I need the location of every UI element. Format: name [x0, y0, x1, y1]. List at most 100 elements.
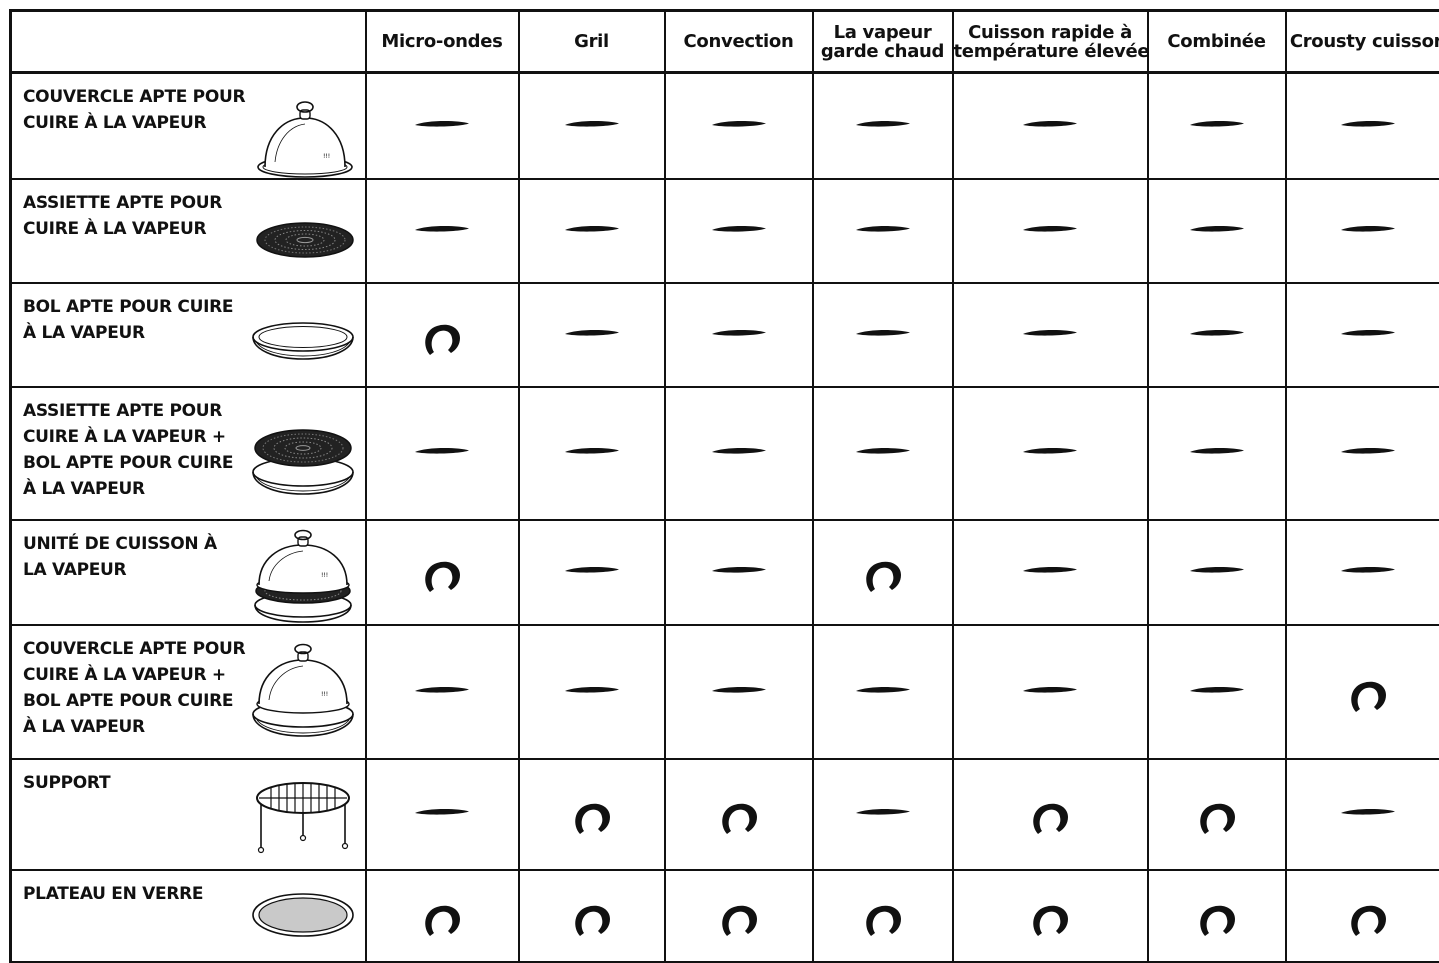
compatibility-cell — [813, 387, 953, 520]
accessory-name-line: CUIRE À LA VAPEUR — [23, 216, 253, 242]
compatibility-cell — [1148, 520, 1286, 625]
compatibility-cell — [813, 520, 953, 625]
not-suitable-dash-icon — [562, 222, 622, 236]
compatibility-cell — [366, 387, 519, 520]
compatibility-cell — [1286, 625, 1439, 759]
plate-on-bowl-icon — [251, 420, 355, 502]
not-suitable-dash-icon — [412, 222, 472, 236]
not-suitable-dash-icon — [1020, 683, 1080, 697]
compatibility-cell — [1148, 73, 1286, 179]
accessory-name-line: BOL APTE POUR CUIRE — [23, 688, 253, 714]
compatibility-cell — [1148, 625, 1286, 759]
not-suitable-dash-icon — [1020, 117, 1080, 131]
column-header-crousty-cuisson: Crousty cuisson — [1286, 11, 1439, 73]
accessory-name-line: BOL APTE POUR CUIRE — [23, 294, 253, 320]
not-suitable-dash-icon — [853, 117, 913, 131]
steam-cooking-unit-icon: !!! — [251, 529, 355, 625]
compatibility-cell — [1286, 520, 1439, 625]
steam-cover-icon: !!! — [255, 96, 355, 182]
compatibility-cell — [1286, 179, 1439, 283]
cover-on-bowl-icon: !!! — [251, 642, 355, 742]
svg-text:!!!: !!! — [321, 691, 328, 698]
accessory-name-line: ASSIETTE APTE POUR — [23, 398, 253, 424]
compatibility-cell — [1148, 387, 1286, 520]
accessory-name-line: COUVERCLE APTE POUR — [23, 636, 253, 662]
not-suitable-dash-icon — [709, 683, 769, 697]
compatibility-cell — [665, 625, 813, 759]
not-suitable-dash-icon — [562, 563, 622, 577]
suitable-circle-icon — [862, 901, 904, 941]
compatibility-cell — [813, 625, 953, 759]
compatibility-cell — [366, 625, 519, 759]
not-suitable-dash-icon — [562, 117, 622, 131]
suitable-circle-icon — [571, 901, 613, 941]
suitable-circle-icon — [718, 901, 760, 941]
not-suitable-dash-icon — [709, 326, 769, 340]
not-suitable-dash-icon — [709, 117, 769, 131]
not-suitable-dash-icon — [412, 805, 472, 819]
compatibility-cell — [519, 625, 665, 759]
glass-tray-icon — [251, 891, 355, 939]
not-suitable-dash-icon — [709, 563, 769, 577]
compatibility-cell — [366, 520, 519, 625]
accessory-name-line: SUPPORT — [23, 770, 253, 796]
accessory-name-line: UNITÉ DE CUISSON À — [23, 531, 253, 557]
compatibility-cell — [665, 520, 813, 625]
not-suitable-dash-icon — [1187, 563, 1247, 577]
compatibility-cell — [813, 73, 953, 179]
accessory-name-line: PLATEAU EN VERRE — [23, 881, 253, 907]
compatibility-cell — [665, 73, 813, 179]
compatibility-cell — [1286, 759, 1439, 870]
not-suitable-dash-icon — [1338, 326, 1398, 340]
not-suitable-dash-icon — [1187, 683, 1247, 697]
column-header-micro-ondes: Micro-ondes — [366, 11, 519, 73]
not-suitable-dash-icon — [1020, 326, 1080, 340]
not-suitable-dash-icon — [1338, 563, 1398, 577]
suitable-circle-icon — [421, 320, 463, 360]
compatibility-cell — [813, 283, 953, 387]
not-suitable-dash-icon — [1187, 444, 1247, 458]
compatibility-cell — [366, 179, 519, 283]
compatibility-cell — [1286, 73, 1439, 179]
not-suitable-dash-icon — [1187, 222, 1247, 236]
compatibility-cell — [953, 283, 1148, 387]
compatibility-cell — [813, 179, 953, 283]
not-suitable-dash-icon — [1020, 563, 1080, 577]
compatibility-cell — [1148, 759, 1286, 870]
accessory-name-line: LA VAPEUR — [23, 557, 253, 583]
accessory-name-line: BOL APTE POUR CUIRE — [23, 450, 253, 476]
compatibility-cell — [1286, 283, 1439, 387]
rack-icon — [251, 776, 355, 858]
steam-plate-icon — [255, 220, 355, 260]
not-suitable-dash-icon — [1338, 444, 1398, 458]
steam-bowl-icon — [251, 319, 355, 365]
not-suitable-dash-icon — [1187, 326, 1247, 340]
compatibility-cell — [519, 387, 665, 520]
accessory-name: SUPPORT — [23, 770, 253, 796]
suitable-circle-icon — [1196, 799, 1238, 839]
suitable-circle-icon — [718, 799, 760, 839]
column-header-combinee: Combinée — [1148, 11, 1286, 73]
not-suitable-dash-icon — [1338, 805, 1398, 819]
compatibility-cell — [1286, 387, 1439, 520]
compatibility-cell — [665, 759, 813, 870]
compatibility-cell — [519, 179, 665, 283]
not-suitable-dash-icon — [412, 444, 472, 458]
not-suitable-dash-icon — [1187, 117, 1247, 131]
not-suitable-dash-icon — [853, 222, 913, 236]
compatibility-cell — [366, 283, 519, 387]
suitable-circle-icon — [862, 557, 904, 597]
accessory-name-line: COUVERCLE APTE POUR — [23, 84, 253, 110]
suitable-circle-icon — [421, 557, 463, 597]
not-suitable-dash-icon — [412, 683, 472, 697]
accessory-name-line: CUIRE À LA VAPEUR + — [23, 662, 253, 688]
not-suitable-dash-icon — [709, 444, 769, 458]
column-header-gril: Gril — [519, 11, 665, 73]
